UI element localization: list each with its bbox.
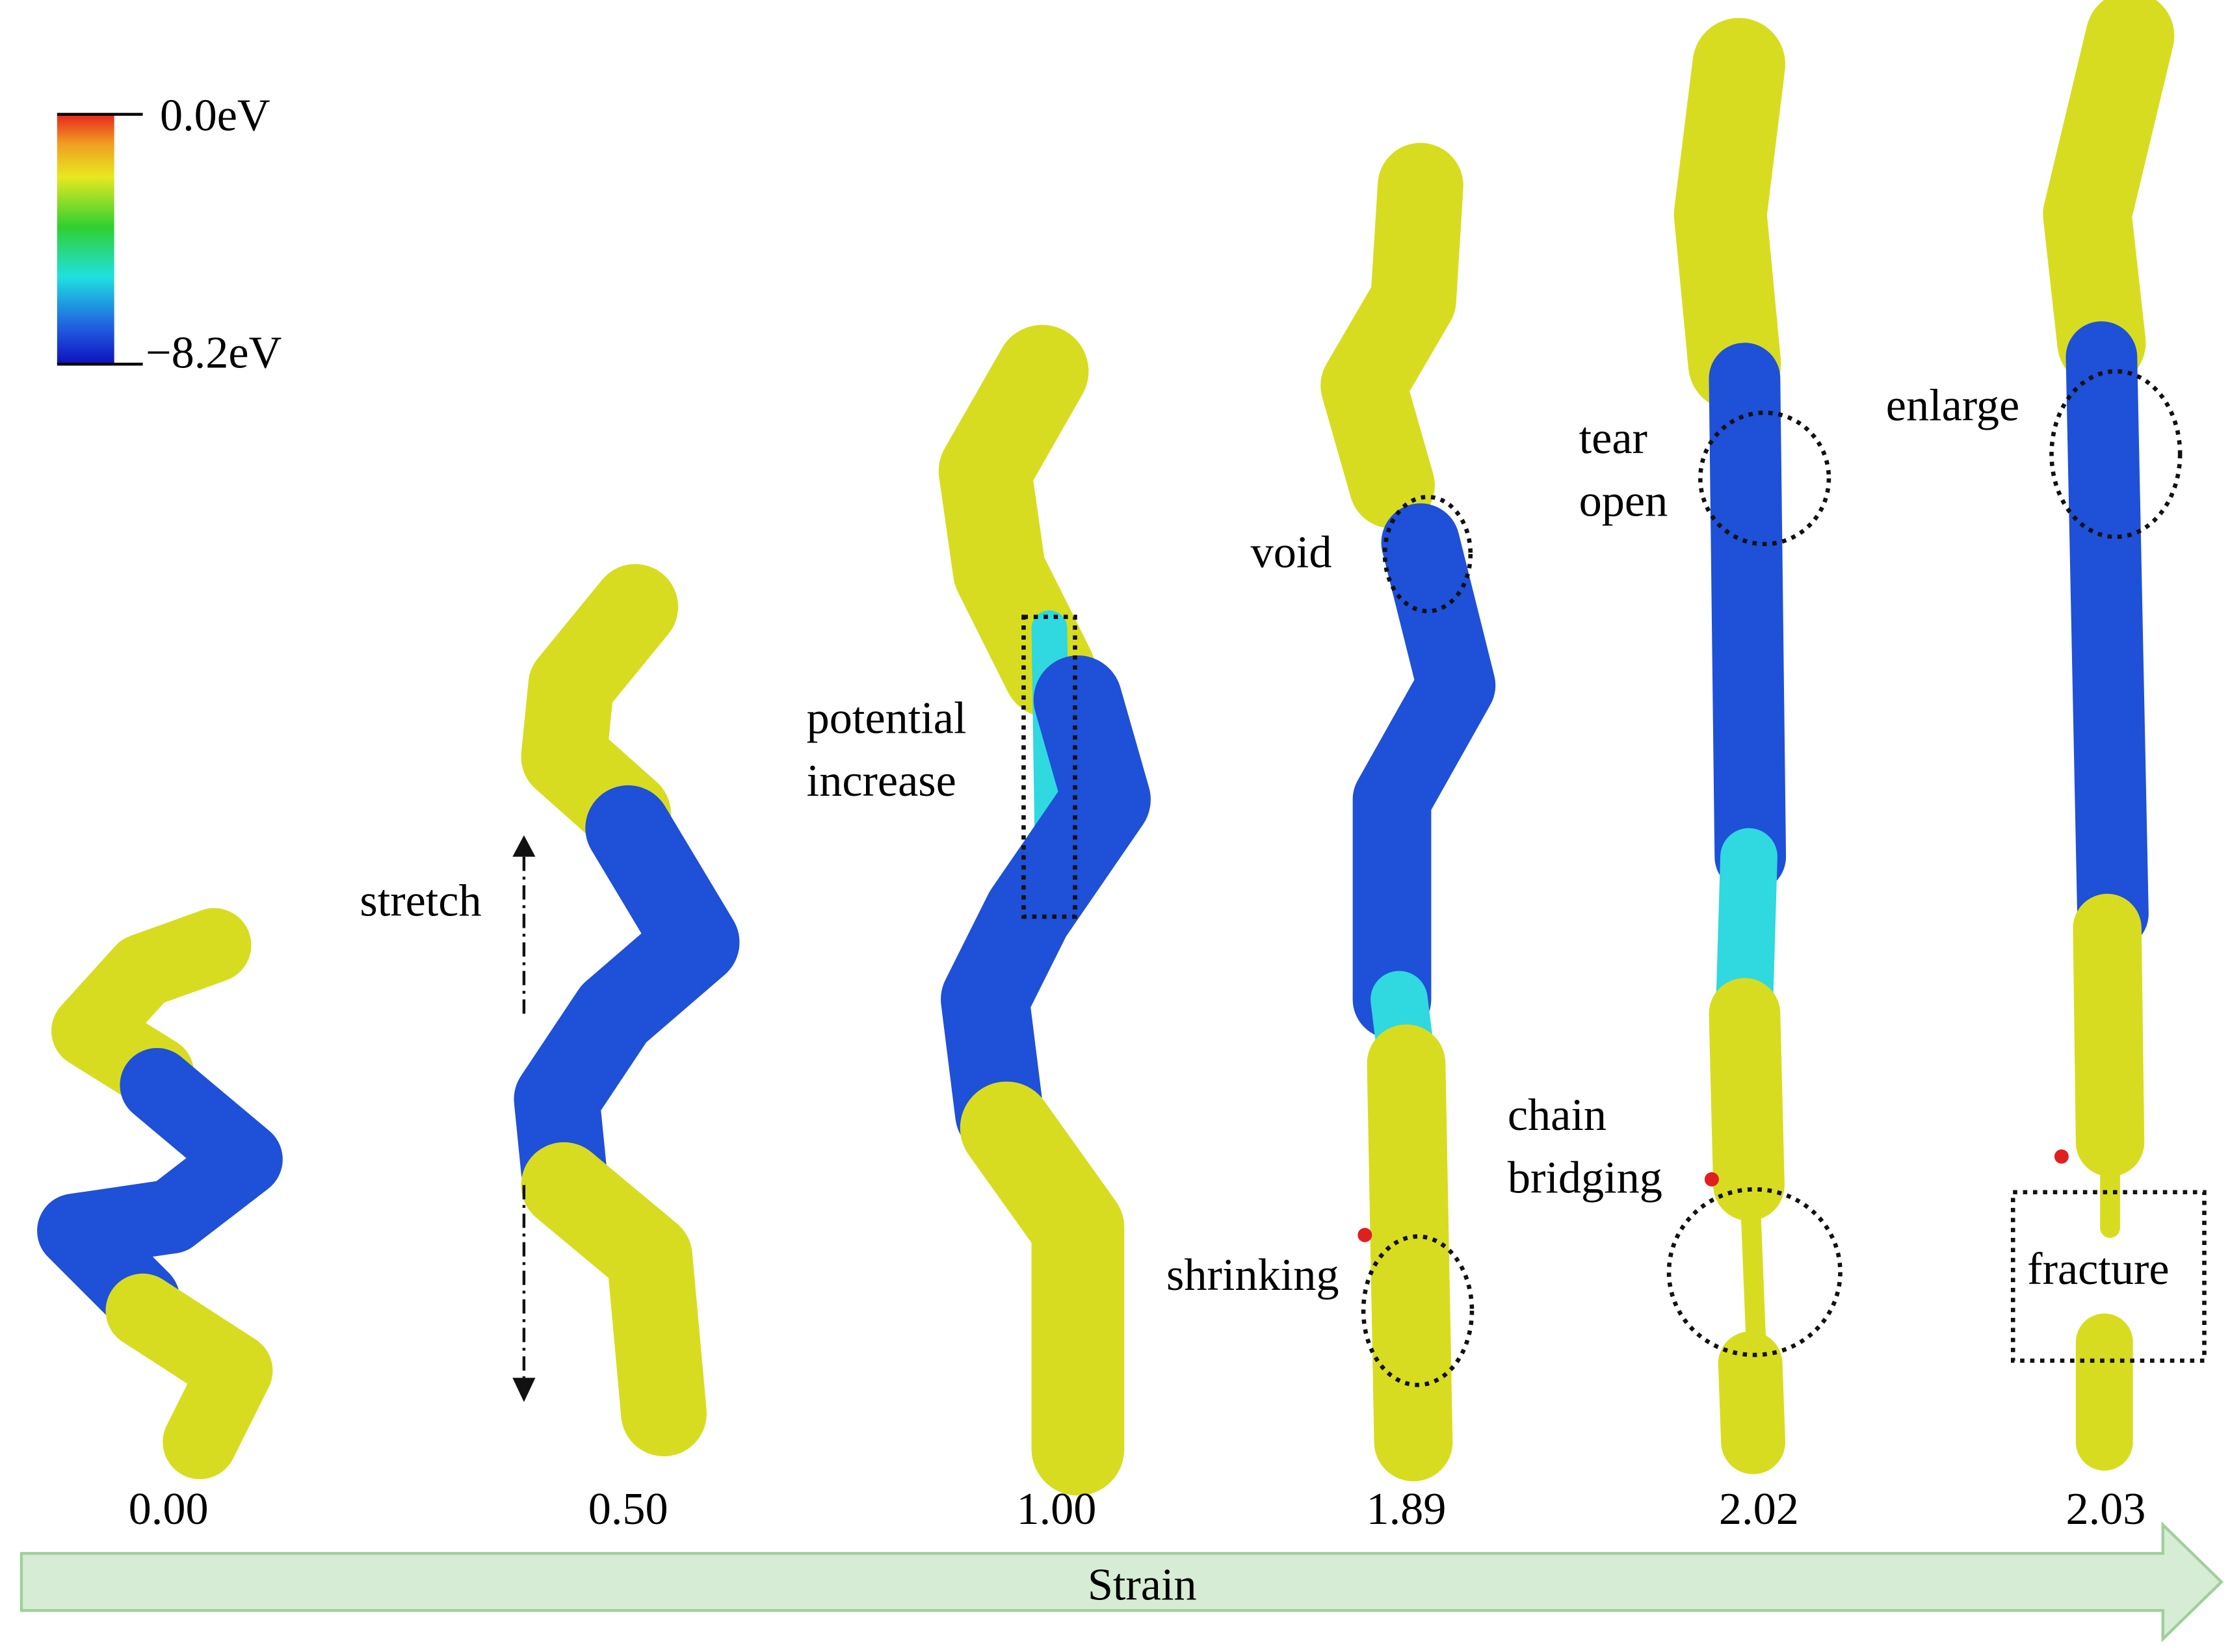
strain-label: 0.50 — [588, 1484, 668, 1534]
wire-segment — [521, 564, 679, 857]
dotted-circle — [1698, 410, 1831, 547]
wire-segment — [51, 908, 252, 1111]
strain-label: 2.02 — [1719, 1484, 1799, 1534]
wire-segment — [37, 1047, 283, 1337]
dotted-circle — [1666, 1187, 1843, 1357]
dotted-circle — [1382, 495, 1473, 614]
annotation: bridging — [1508, 1153, 1662, 1203]
annotation: fracture — [2027, 1244, 2169, 1294]
strain-label: 1.89 — [1366, 1484, 1446, 1534]
colorbar — [57, 114, 114, 365]
wire-segment — [960, 1081, 1125, 1496]
annotation: enlarge — [1886, 380, 2019, 431]
wire-segment — [1709, 343, 1787, 893]
dotted-circle — [1361, 1234, 1475, 1387]
wire-segment — [941, 655, 1151, 1159]
colorbar-min: −8.2eV — [146, 327, 282, 378]
annotation-marks — [512, 369, 2207, 1402]
wire-segment — [1716, 828, 1777, 1029]
annotation: stretch — [360, 875, 481, 926]
colorbar-max: 0.0eV — [160, 90, 270, 141]
red-atom — [2054, 1149, 2069, 1164]
wire-segment — [1673, 18, 1785, 411]
strain-label: 1.00 — [1016, 1484, 1096, 1534]
wire-segment — [105, 1273, 273, 1480]
dotted-box — [1021, 614, 1077, 919]
wire-segment — [2066, 321, 2149, 950]
wire-segment — [1718, 1331, 1785, 1475]
dotted-circle — [2049, 369, 2183, 540]
wire-segment — [2043, 0, 2175, 387]
annotation: open — [1579, 476, 1668, 527]
axis-label: Strain — [1088, 1559, 1197, 1610]
wire-segment — [1352, 503, 1496, 1039]
wire-segment — [1740, 1189, 1766, 1352]
annotation: increase — [807, 755, 956, 806]
nanowires — [37, 0, 2175, 1496]
annotation: void — [1251, 527, 1332, 578]
strain-label: 2.03 — [2066, 1484, 2145, 1534]
wire-segment — [2073, 893, 2145, 1177]
strain-label: 0.00 — [129, 1484, 209, 1534]
annotation: potential — [807, 692, 967, 743]
wire-segment — [1367, 1024, 1453, 1482]
red-atom — [1704, 1172, 1719, 1187]
wire-segment — [1709, 978, 1785, 1221]
wire-segment — [1320, 142, 1463, 529]
annotation: chain — [1508, 1090, 1607, 1140]
arrow-head — [512, 835, 536, 857]
red-atom — [1358, 1227, 1372, 1242]
wire-segment — [938, 324, 1096, 718]
wire-segment — [514, 785, 740, 1214]
annotation: shrinking — [1166, 1250, 1339, 1300]
strain-arrow — [20, 1521, 2223, 1643]
arrow-head — [512, 1378, 536, 1402]
wire-segment — [521, 1142, 707, 1456]
annotation: tear — [1579, 413, 1647, 464]
